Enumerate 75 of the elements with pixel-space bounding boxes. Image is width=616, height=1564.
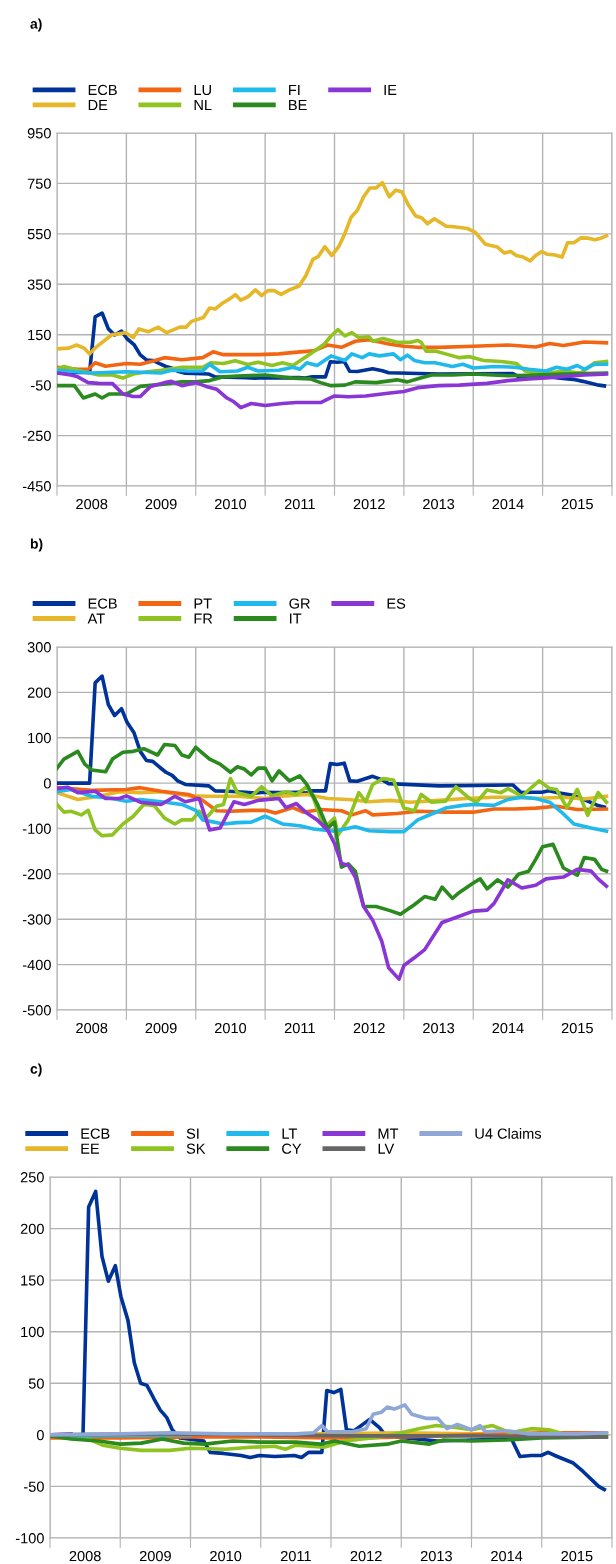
legend-label: ECB [88,84,117,96]
y-tick-label: 100 [21,1326,44,1338]
legend-label: GR [289,598,310,609]
y-tick-label: -450 [22,481,51,492]
x-tick-label: 2015 [561,498,593,510]
legend-label: EE [81,1143,100,1154]
x-tick-label: 2009 [145,1022,177,1034]
x-tick-label: 2013 [423,1022,455,1034]
legend-label: IE [384,84,397,95]
y-tick-label: -250 [22,430,51,441]
legend-label: ECB [81,1128,110,1139]
y-tick-label: -500 [22,1005,51,1016]
y-tick-label: -100 [22,823,51,834]
x-tick-label: 2013 [420,1550,452,1562]
legend-label: MT [378,1128,399,1139]
y-tick-label: 300 [27,642,51,653]
x-tick-label: 2010 [210,1550,242,1562]
x-tick-label: 2010 [214,1022,247,1034]
x-tick-label: 2011 [280,1550,311,1562]
x-tick-label: 2014 [492,1022,524,1034]
legend-label: SI [186,1128,199,1139]
y-tick-label: 150 [21,1275,44,1286]
y-tick-label: -50 [24,1481,44,1492]
legend-label: LT [282,1128,297,1139]
chart-title: c) [30,1063,42,1077]
legend-label: IT [290,613,302,624]
x-tick-label: 2014 [492,498,524,510]
x-tick-label: 2011 [284,1022,315,1034]
legend-label: DE [88,99,108,111]
y-tick-label: 750 [27,178,51,189]
legend-label: SK [186,1143,206,1154]
y-tick-label: 150 [28,329,51,341]
legend-label: FI [289,84,300,95]
y-tick-label: -300 [22,914,51,925]
chart-title: b) [30,538,43,552]
x-tick-label: 2008 [76,1022,108,1034]
y-tick-label: 250 [20,1172,44,1183]
legend-label: LV [378,1143,395,1154]
x-tick-label: 2013 [423,498,455,510]
y-tick-label: -50 [31,380,51,391]
y-tick-label: 550 [27,228,51,240]
legend-label: LU [194,84,211,96]
x-tick-label: 2012 [350,1550,382,1562]
y-tick-label: -100 [15,1533,44,1544]
legend-label: AT [87,613,105,624]
y-tick-label: 0 [36,1429,44,1441]
legend-label: NL [194,99,212,111]
x-tick-label: 2008 [76,498,108,510]
legend-label: CY [282,1143,302,1154]
x-tick-label: 2015 [561,1022,593,1034]
y-tick-label: 0 [43,778,51,789]
chart-title: a) [30,18,42,32]
x-tick-label: 2011 [284,498,315,510]
legend-label: PT [194,598,212,609]
x-tick-label: 2012 [353,1022,385,1034]
x-tick-label: 2008 [69,1550,101,1562]
x-tick-label: 2009 [145,498,177,510]
y-tick-label: 950 [27,128,51,139]
legend-label: U4 Claims [475,1128,542,1139]
legend-label: BE [289,99,307,111]
y-tick-label: 200 [20,1223,44,1234]
y-tick-label: 50 [28,1378,44,1389]
x-tick-label: 2012 [353,498,385,510]
x-tick-label: 2010 [214,498,247,510]
y-tick-label: 350 [27,279,51,290]
x-tick-label: 2014 [491,1550,523,1562]
y-tick-label: -200 [22,868,51,880]
x-tick-label: 2009 [139,1550,171,1562]
x-tick-label: 2015 [561,1550,593,1562]
legend-label: ECB [88,598,117,609]
y-tick-label: -400 [22,959,51,971]
legend-label: ES [387,598,406,609]
y-tick-label: 100 [28,732,51,744]
legend-label: FR [194,613,213,624]
y-tick-label: 200 [27,687,51,698]
